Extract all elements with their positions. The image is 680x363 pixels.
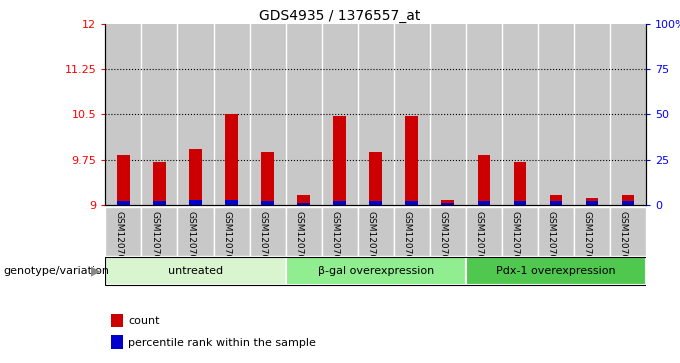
- Bar: [549, 201, 562, 205]
- Bar: [394, 24, 430, 205]
- Bar: [622, 201, 634, 205]
- Text: Pdx-1 overexpression: Pdx-1 overexpression: [496, 266, 615, 276]
- Bar: [502, 24, 538, 205]
- Bar: [189, 200, 202, 205]
- Text: GSM1207001: GSM1207001: [294, 211, 303, 272]
- Bar: [394, 207, 430, 256]
- Bar: [297, 195, 310, 205]
- Bar: [549, 195, 562, 205]
- Bar: [585, 198, 598, 205]
- Bar: [225, 200, 238, 205]
- Bar: [214, 24, 250, 205]
- Text: GSM1207011: GSM1207011: [583, 211, 592, 272]
- Text: count: count: [128, 316, 160, 326]
- Text: GSM1207010: GSM1207010: [403, 211, 412, 272]
- Bar: [358, 24, 394, 205]
- Bar: [117, 201, 130, 205]
- Text: GSM1207007: GSM1207007: [367, 211, 375, 272]
- Text: GSM1207002: GSM1207002: [475, 211, 484, 271]
- Bar: [297, 203, 310, 205]
- Bar: [141, 207, 177, 256]
- Text: GSM1207006: GSM1207006: [186, 211, 196, 272]
- Text: GSM1207000: GSM1207000: [114, 211, 124, 272]
- Text: untreated: untreated: [168, 266, 223, 276]
- Bar: [286, 207, 322, 256]
- Bar: [441, 203, 454, 205]
- Text: GSM1207003: GSM1207003: [150, 211, 159, 272]
- Bar: [117, 155, 130, 205]
- Bar: [466, 24, 502, 205]
- Bar: [111, 335, 122, 348]
- Bar: [105, 24, 141, 205]
- Bar: [405, 201, 418, 205]
- Bar: [538, 207, 574, 256]
- Bar: [477, 155, 490, 205]
- Bar: [585, 201, 598, 205]
- Bar: [430, 24, 466, 205]
- Bar: [441, 200, 454, 205]
- Text: GSM1207008: GSM1207008: [547, 211, 556, 272]
- Bar: [153, 162, 166, 205]
- Text: GDS4935 / 1376557_at: GDS4935 / 1376557_at: [259, 9, 421, 23]
- Bar: [358, 207, 394, 256]
- Bar: [225, 114, 238, 205]
- Bar: [105, 207, 141, 256]
- Bar: [141, 24, 177, 205]
- Text: GSM1207005: GSM1207005: [511, 211, 520, 272]
- Bar: [250, 24, 286, 205]
- Bar: [369, 201, 382, 205]
- Bar: [405, 115, 418, 205]
- Bar: [369, 152, 382, 205]
- Bar: [261, 201, 274, 205]
- Bar: [610, 207, 646, 256]
- Bar: [622, 195, 634, 205]
- Text: ▶: ▶: [91, 265, 101, 278]
- Bar: [250, 207, 286, 256]
- Bar: [153, 201, 166, 205]
- Bar: [105, 257, 286, 285]
- Bar: [574, 207, 610, 256]
- Text: GSM1207004: GSM1207004: [330, 211, 340, 271]
- Text: β-gal overexpression: β-gal overexpression: [318, 266, 434, 276]
- Bar: [333, 201, 346, 205]
- Text: GSM1207013: GSM1207013: [439, 211, 448, 272]
- Bar: [286, 24, 322, 205]
- Bar: [111, 314, 122, 327]
- Bar: [538, 24, 574, 205]
- Bar: [333, 115, 346, 205]
- Bar: [189, 149, 202, 205]
- Text: genotype/variation: genotype/variation: [3, 266, 109, 276]
- Bar: [466, 207, 502, 256]
- Bar: [502, 207, 538, 256]
- Bar: [430, 207, 466, 256]
- Bar: [322, 207, 358, 256]
- Text: percentile rank within the sample: percentile rank within the sample: [128, 338, 316, 347]
- Bar: [477, 201, 490, 205]
- Text: GSM1207012: GSM1207012: [258, 211, 267, 271]
- Bar: [322, 24, 358, 205]
- Bar: [286, 257, 466, 285]
- Text: GSM1207009: GSM1207009: [222, 211, 231, 272]
- Bar: [610, 24, 646, 205]
- Bar: [513, 162, 526, 205]
- Bar: [177, 207, 214, 256]
- Bar: [214, 207, 250, 256]
- Bar: [513, 201, 526, 205]
- Bar: [466, 257, 646, 285]
- Text: GSM1207014: GSM1207014: [619, 211, 628, 271]
- Bar: [574, 24, 610, 205]
- Bar: [177, 24, 214, 205]
- Bar: [261, 152, 274, 205]
